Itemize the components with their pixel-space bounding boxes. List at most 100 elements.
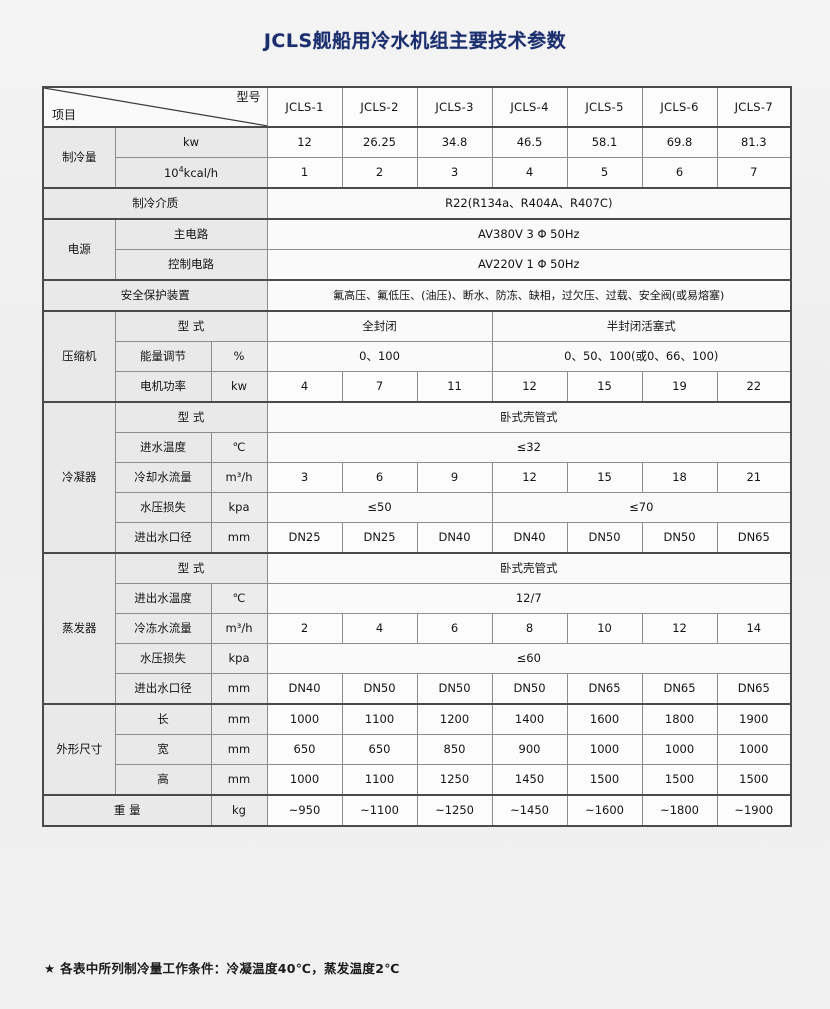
cell-weight-1: ~950	[266, 794, 343, 827]
table-row-compressor-energy: 能量调节 % 0、100 0、50、100(或0、66、100)	[43, 341, 792, 372]
table-row-condenser-type: 冷凝器 型 式 卧式壳管式	[42, 401, 792, 554]
cell-evap-flow-3: 6	[416, 613, 493, 644]
cell-length-7: 1900	[716, 703, 792, 735]
table-row-condenser-loss: 水压损失 kpa ≤50 ≤70	[43, 492, 792, 523]
cell-condenser-inlet-temp-value: ≤32	[266, 432, 792, 463]
model-header-5: JCLS-5	[566, 86, 643, 128]
cell-cooling-kw-5: 58.1	[566, 126, 643, 158]
cell-cooling-kw-2: 26.25	[341, 126, 418, 158]
row-label-condenser-loss: 水压损失	[114, 492, 212, 523]
unit-motor-power: kw	[210, 371, 268, 403]
cell-height-3: 1250	[416, 764, 493, 796]
header-corner-cell: 项目 型号	[42, 86, 268, 128]
header-model-label: 型号	[236, 90, 261, 104]
cell-cond-dn-3: DN40	[416, 522, 493, 554]
cell-motor-4: 12	[491, 371, 568, 403]
group-label-compressor: 压缩机	[42, 310, 116, 403]
cell-condenser-type-value: 卧式壳管式	[266, 401, 792, 433]
cell-evap-flow-6: 12	[641, 613, 718, 644]
unit-evaporator-flow: m³/h	[210, 613, 268, 644]
group-label-evaporator: 蒸发器	[42, 552, 116, 705]
cell-width-7: 1000	[716, 734, 792, 765]
cell-evap-flow-2: 4	[341, 613, 418, 644]
table-row-evaporator-flow: 冷冻水流量 m³/h 2 4 6 8 10 12 14	[43, 613, 792, 644]
cell-length-4: 1400	[491, 703, 568, 735]
table-row-evaporator-type: 蒸发器 型 式 卧式壳管式	[42, 552, 792, 705]
row-label-evaporator-diameter: 进出水口径	[114, 673, 212, 705]
cell-evap-flow-7: 14	[716, 613, 792, 644]
table-row-safety: 安全保护装置 氟高压、氟低压、(油压)、断水、防冻、缺相，过欠压、过载、安全阀(…	[42, 279, 792, 312]
cell-length-1: 1000	[266, 703, 343, 735]
model-header-4: JCLS-4	[491, 86, 568, 128]
row-label-condenser-flow: 冷却水流量	[114, 462, 212, 493]
unit-condenser-loss: kpa	[210, 492, 268, 523]
cell-width-4: 900	[491, 734, 568, 765]
cell-length-3: 1200	[416, 703, 493, 735]
row-label-kw: kw	[114, 126, 268, 158]
cell-cooling-kw-4: 46.5	[491, 126, 568, 158]
cell-cond-dn-1: DN25	[266, 522, 343, 554]
cell-cooling-kcal-3: 3	[416, 157, 493, 189]
table-row-evaporator-diameter: 进出水口径 mm DN40 DN50 DN50 DN50 DN65 DN65 D…	[43, 673, 792, 705]
table-row-dimension-width: 宽 mm 650 650 850 900 1000 1000 1000	[43, 734, 792, 765]
table-row-cooling-kcal: 104kcal/h 1 2 3 4 5 6 7	[43, 157, 792, 189]
cell-evap-flow-1: 2	[266, 613, 343, 644]
unit-width: mm	[210, 734, 268, 765]
cell-evap-dn-2: DN50	[341, 673, 418, 705]
row-label-height: 高	[114, 764, 212, 796]
row-label-evaporator-flow: 冷冻水流量	[114, 613, 212, 644]
row-label-motor-power: 电机功率	[114, 371, 212, 403]
group-label-cooling-capacity: 制冷量	[42, 126, 116, 189]
cell-evap-dn-3: DN50	[416, 673, 493, 705]
row-label-safety: 安全保护装置	[42, 279, 268, 312]
cell-width-2: 650	[341, 734, 418, 765]
cell-cond-flow-1: 3	[266, 462, 343, 493]
cell-evap-dn-4: DN50	[491, 673, 568, 705]
cell-weight-7: ~1900	[716, 794, 792, 827]
model-header-2: JCLS-2	[341, 86, 418, 128]
cell-evap-dn-1: DN40	[266, 673, 343, 705]
page-title: JCLS舰船用冷水机组主要技术参数	[263, 30, 567, 52]
cell-motor-5: 15	[566, 371, 643, 403]
cell-cooling-kcal-7: 7	[716, 157, 792, 189]
cell-weight-4: ~1450	[491, 794, 568, 827]
cell-width-1: 650	[266, 734, 343, 765]
table-row-evaporator-water-temp: 进出水温度 ℃ 12/7	[43, 583, 792, 614]
cell-cooling-kw-1: 12	[266, 126, 343, 158]
unit-evaporator-loss: kpa	[210, 643, 268, 674]
table-row-dimension-length: 外形尺寸 长 mm 1000 1100 1200 1400 1600 1800 …	[42, 703, 792, 796]
cell-cooling-kw-6: 69.8	[641, 126, 718, 158]
cell-evaporator-type-value: 卧式壳管式	[266, 552, 792, 584]
cell-weight-5: ~1600	[566, 794, 643, 827]
cell-motor-7: 22	[716, 371, 792, 403]
row-label-condenser-diameter: 进出水口径	[114, 522, 212, 554]
row-label-compressor-type: 型 式	[114, 310, 268, 342]
cell-width-3: 850	[416, 734, 493, 765]
table-row-compressor-type: 压缩机 型 式 全封闭 半封闭活塞式	[42, 310, 792, 403]
cell-length-2: 1100	[341, 703, 418, 735]
cell-condenser-loss-left: ≤50	[266, 492, 493, 523]
kcal-exponent: 4	[178, 164, 184, 174]
cell-cooling-kcal-5: 5	[566, 157, 643, 189]
cell-motor-1: 4	[266, 371, 343, 403]
cell-motor-6: 19	[641, 371, 718, 403]
table-row-power-main: 电源 主电路 AV380V 3 Φ 50Hz	[42, 218, 792, 281]
unit-evaporator-water-temp: ℃	[210, 583, 268, 614]
unit-condenser-inlet-temp: ℃	[210, 432, 268, 463]
row-label-evaporator-type: 型 式	[114, 552, 268, 584]
cell-height-1: 1000	[266, 764, 343, 796]
table-row-power-control: 控制电路 AV220V 1 Φ 50Hz	[43, 249, 792, 281]
cell-cooling-kcal-6: 6	[641, 157, 718, 189]
group-label-condenser: 冷凝器	[42, 401, 116, 554]
unit-condenser-diameter: mm	[210, 522, 268, 554]
cell-cooling-kw-7: 81.3	[716, 126, 792, 158]
table-row-evaporator-loss: 水压损失 kpa ≤60	[43, 643, 792, 674]
table-row-condenser-diameter: 进出水口径 mm DN25 DN25 DN40 DN40 DN50 DN50 D…	[43, 522, 792, 554]
row-label-control-circuit: 控制电路	[114, 249, 268, 281]
cell-weight-6: ~1800	[641, 794, 718, 827]
cell-motor-3: 11	[416, 371, 493, 403]
cell-evaporator-loss-value: ≤60	[266, 643, 792, 674]
cell-cond-flow-7: 21	[716, 462, 792, 493]
cell-main-circuit-value: AV380V 3 Φ 50Hz	[266, 218, 792, 250]
